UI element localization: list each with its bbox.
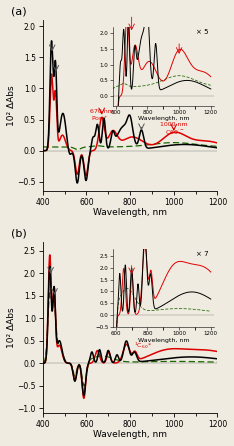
Text: (a): (a)	[11, 7, 27, 17]
Y-axis label: 10² ΔAbs: 10² ΔAbs	[7, 85, 16, 126]
Text: $^1$C$_{60}$*: $^1$C$_{60}$*	[135, 341, 153, 351]
Y-axis label: 10² ΔAbs: 10² ΔAbs	[7, 307, 16, 347]
Text: Por$^{·+}$: Por$^{·+}$	[91, 115, 109, 124]
Text: (b): (b)	[11, 228, 27, 238]
Text: 1000 nm: 1000 nm	[160, 122, 188, 128]
X-axis label: Wavelength, nm: Wavelength, nm	[93, 430, 167, 439]
Text: 670 nm: 670 nm	[90, 109, 114, 114]
X-axis label: Wavelength, nm: Wavelength, nm	[93, 208, 167, 218]
Text: C60$^{·-}$: C60$^{·-}$	[165, 128, 185, 136]
